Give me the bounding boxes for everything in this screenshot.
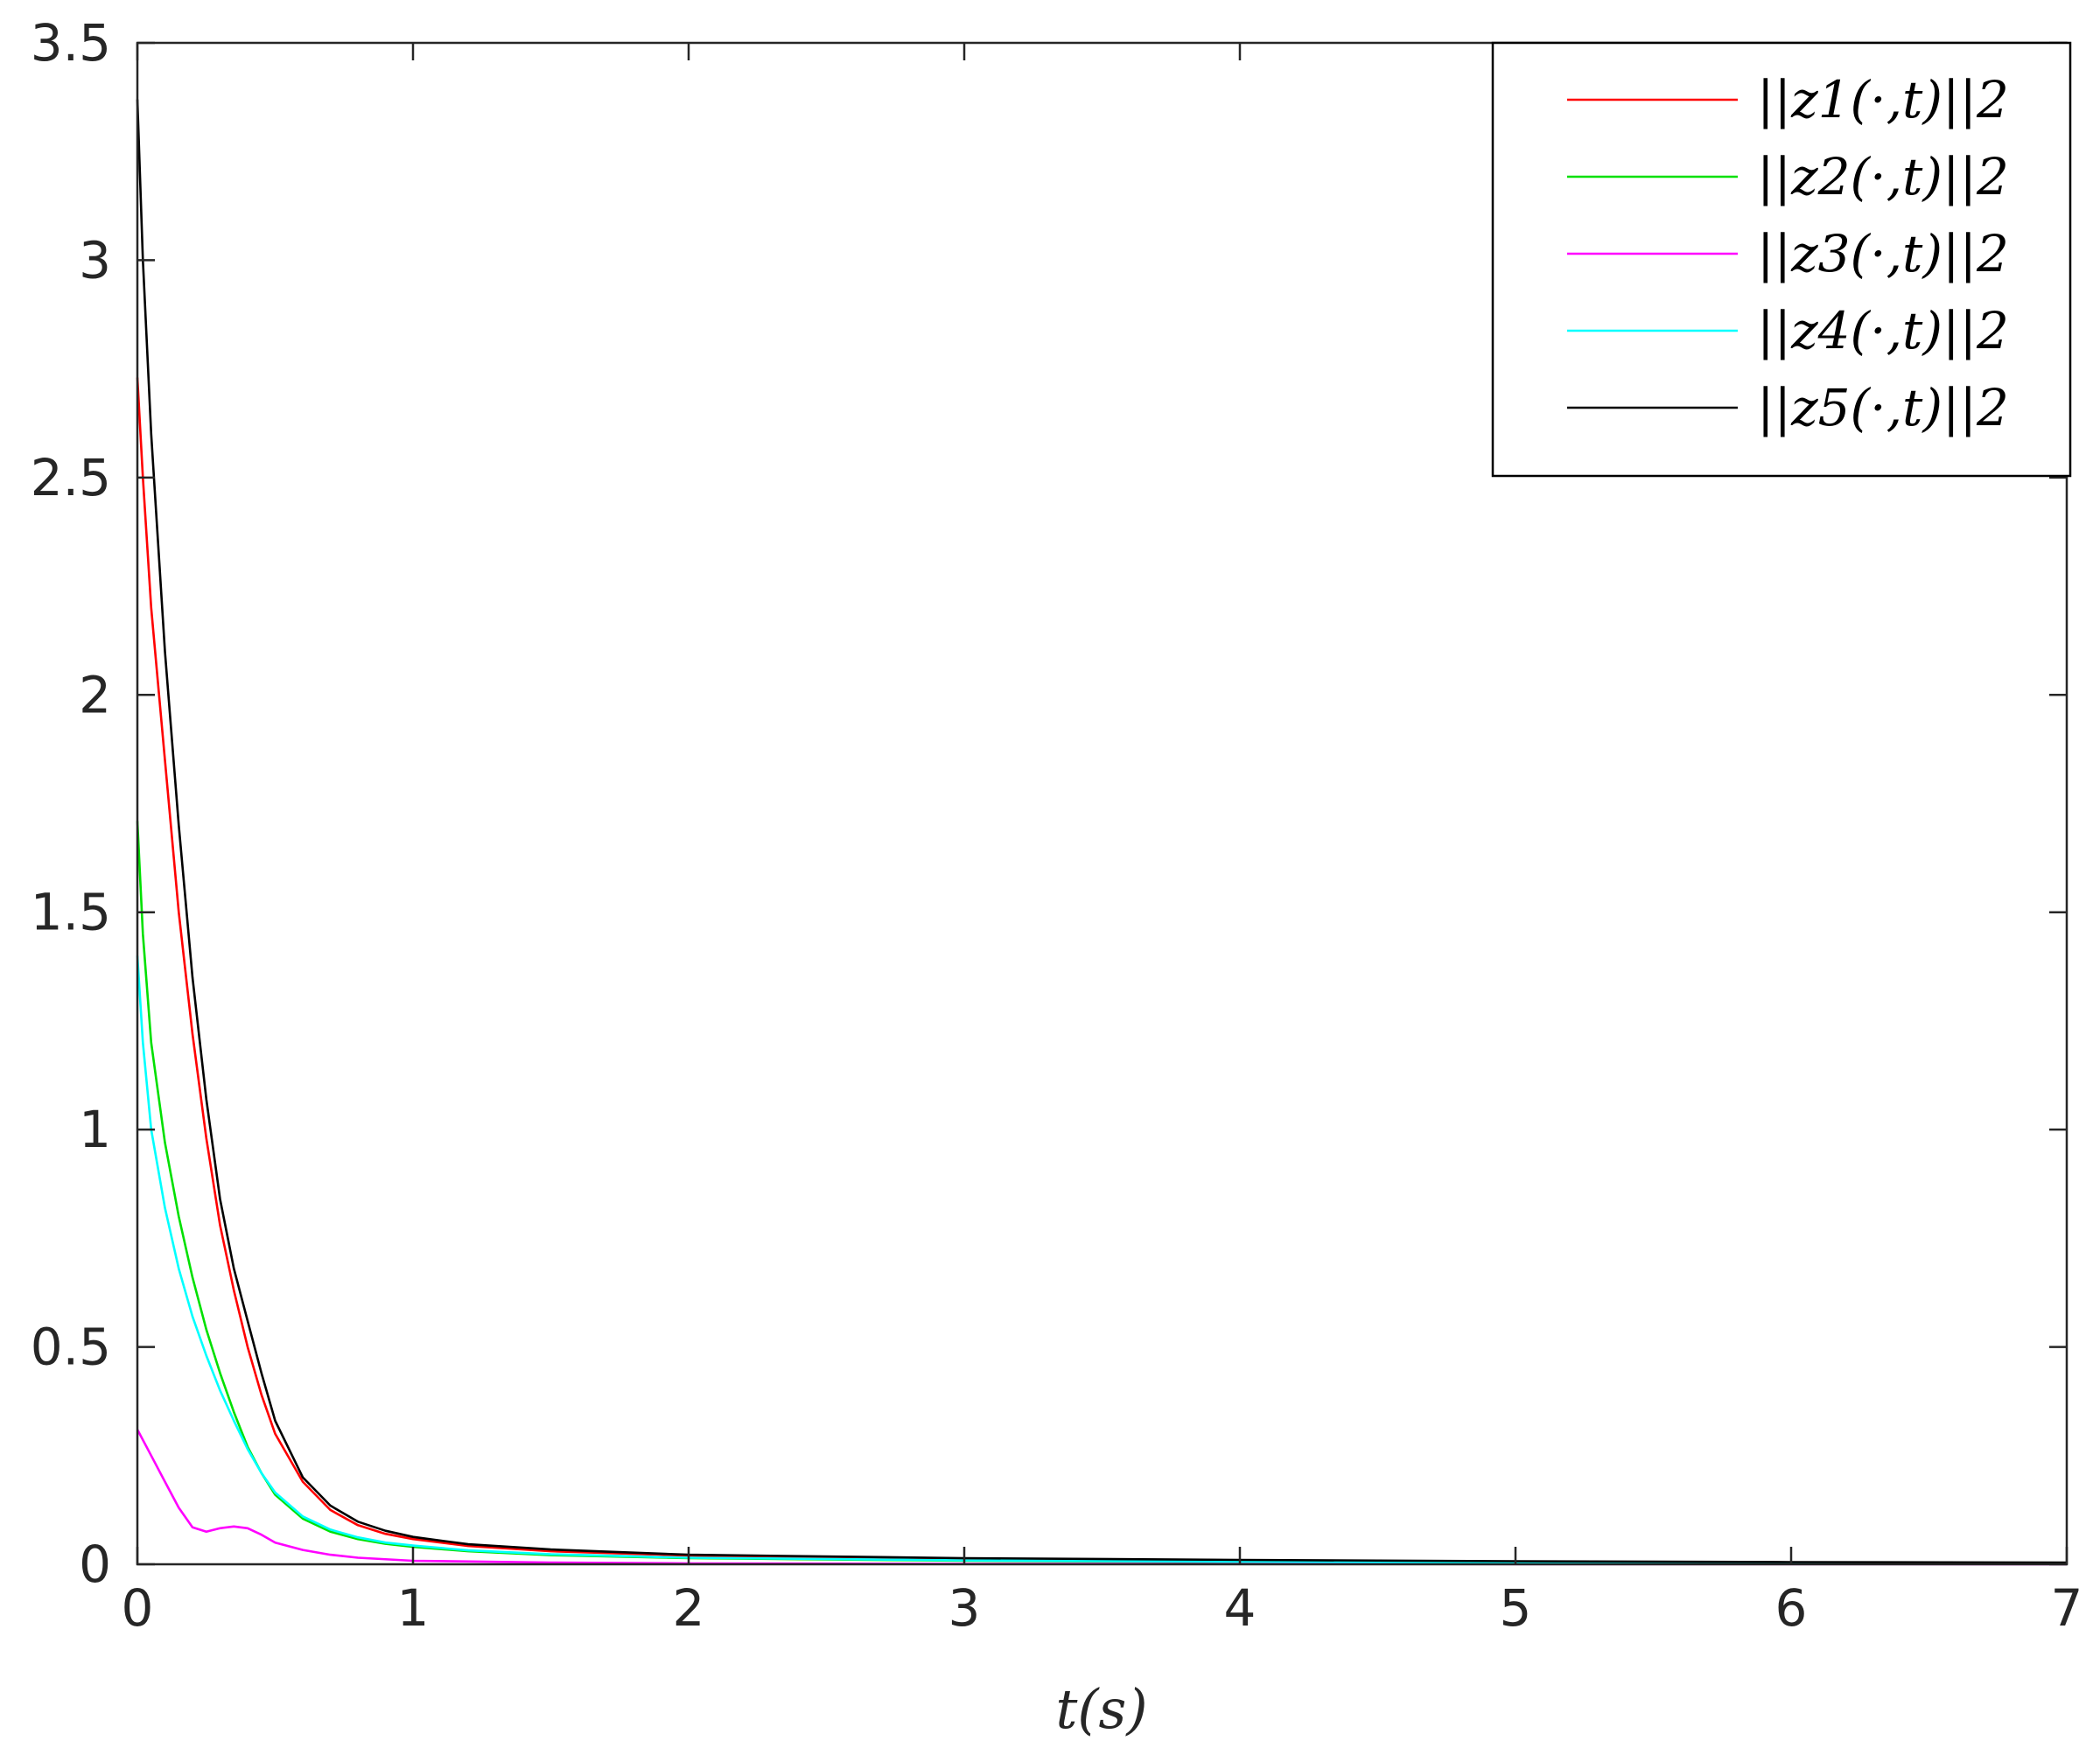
ticks-layer: 0 1 2 3 4 5 6 7 0 0.5 1 1.5 2 2.5 3 3.5 [31,13,2083,1638]
series-line-1 [136,377,2068,1564]
x-tick-label: 5 [1500,1578,1532,1638]
legend: ||z1(·,t)||2 ||z2(·,t)||2 ||z3(·,t)||2 ||z4… [1491,41,2072,478]
x-tick-label: 4 [1224,1578,1256,1638]
x-tick-label: 7 [2051,1578,2083,1638]
legend-label: ||z1(·,t)||2 [1757,70,2009,129]
x-axis-label: t(s) [1055,1677,1147,1741]
x-tick-label: 1 [397,1578,430,1638]
y-tick-label: 1 [79,1100,111,1159]
plot-frame [136,41,2068,1566]
x-tick-label: 3 [948,1578,981,1638]
y-tick-label: 1.5 [31,883,111,942]
y-tick-label: 3.5 [31,13,111,73]
legend-box [1491,41,2072,478]
y-tick-label: 0 [79,1535,111,1594]
legend-label: ||z5(·,t)||2 [1757,378,2009,437]
axes-layer [136,41,2068,1566]
legend-label: ||z2(·,t)||2 [1757,147,2009,206]
x-tick-label: 6 [1775,1578,1808,1638]
series-line-4 [136,955,2068,1565]
y-tick-label: 0.5 [31,1318,111,1377]
series-line-2 [136,821,2068,1565]
y-tick-label: 2.5 [31,448,111,507]
series-line-3 [136,1429,2068,1566]
y-tick-label: 3 [79,230,111,290]
x-tick-label: 2 [673,1578,705,1638]
y-tick-label: 2 [79,665,111,724]
legend-label: ||z4(·,t)||2 [1757,301,2009,360]
x-tick-label: 0 [122,1578,154,1638]
legend-label: ||z3(·,t)||2 [1757,224,2009,283]
